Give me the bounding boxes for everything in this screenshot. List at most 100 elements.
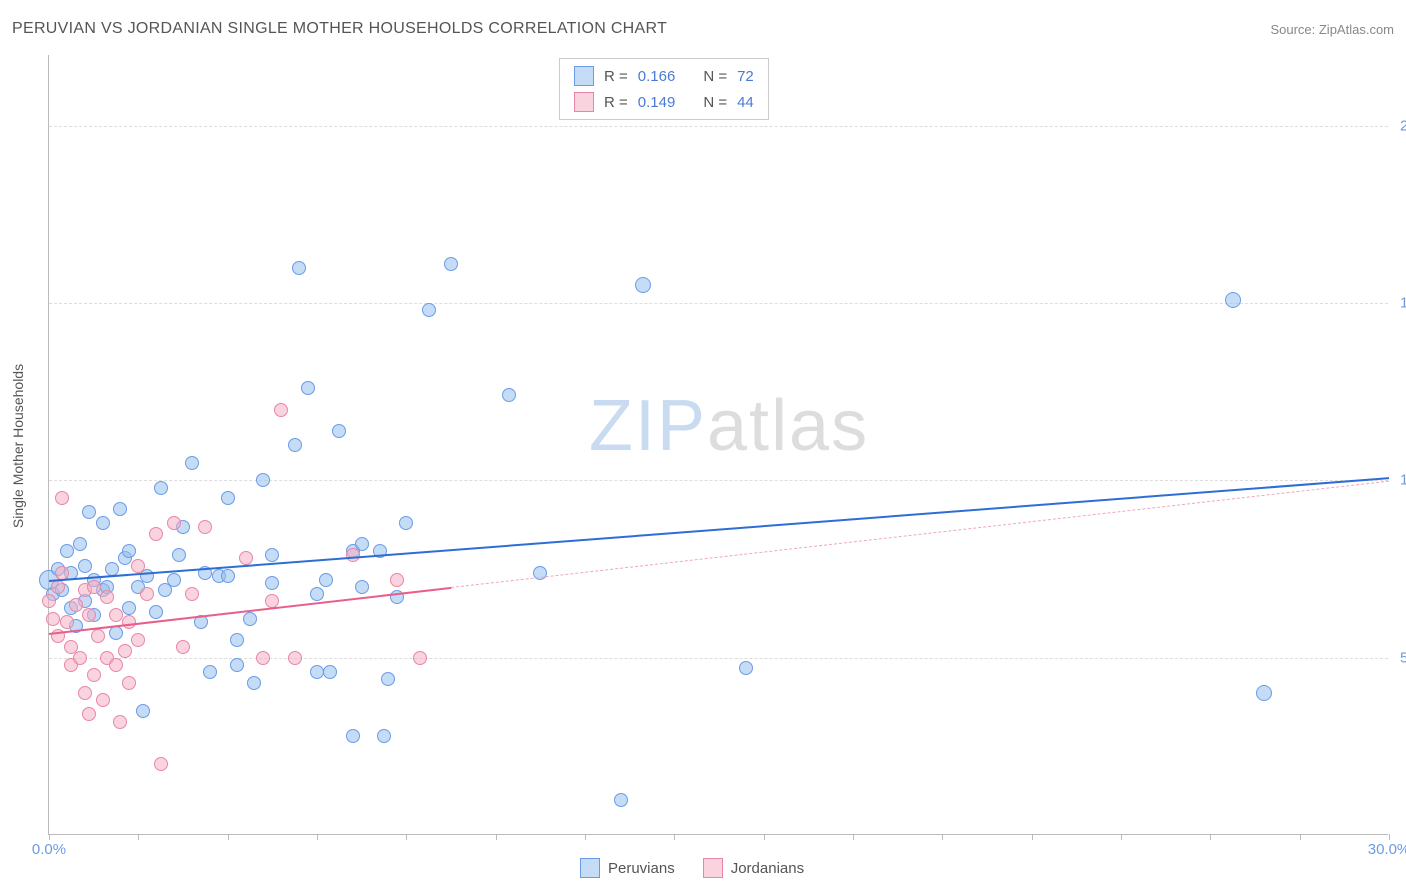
scatter-point [288, 651, 302, 665]
legend-row: R =0.166N =72 [560, 63, 768, 89]
scatter-point [310, 665, 324, 679]
watermark-atlas: atlas [707, 386, 869, 466]
legend-swatch [574, 92, 594, 112]
x-tick [942, 834, 943, 840]
scatter-point [332, 424, 346, 438]
y-tick-label: 15.0% [1392, 295, 1406, 312]
scatter-point [122, 676, 136, 690]
x-tick-label: 30.0% [1368, 841, 1406, 858]
legend-label: Jordanians [731, 860, 804, 877]
scatter-point [230, 658, 244, 672]
plot-area: ZIPatlas 5.0%10.0%15.0%20.0%0.0%30.0%R =… [48, 55, 1388, 835]
scatter-point [230, 633, 244, 647]
scatter-point [149, 527, 163, 541]
scatter-point [422, 303, 436, 317]
scatter-point [1225, 292, 1241, 308]
title-bar: PERUVIAN VS JORDANIAN SINGLE MOTHER HOUS… [12, 20, 1394, 38]
legend-R-label: R = [604, 68, 628, 85]
gridline [49, 480, 1388, 481]
legend-item: Jordanians [703, 858, 804, 878]
scatter-point [167, 516, 181, 530]
scatter-point [265, 548, 279, 562]
scatter-point [265, 576, 279, 590]
legend-R-label: R = [604, 94, 628, 111]
scatter-point [82, 505, 96, 519]
scatter-point [377, 729, 391, 743]
scatter-point [346, 729, 360, 743]
legend-item: Peruvians [580, 858, 675, 878]
x-tick [674, 834, 675, 840]
x-tick [1032, 834, 1033, 840]
scatter-point [381, 672, 395, 686]
legend-N-label: N = [703, 94, 727, 111]
legend-R-value: 0.166 [638, 68, 676, 85]
scatter-point [154, 757, 168, 771]
scatter-point [176, 640, 190, 654]
y-axis-label: Single Mother Households [10, 364, 26, 528]
scatter-point [91, 629, 105, 643]
trendline [451, 480, 1389, 587]
scatter-point [256, 651, 270, 665]
legend-bottom: Peruvians Jordanians [580, 858, 804, 878]
scatter-point [82, 608, 96, 622]
scatter-point [154, 481, 168, 495]
scatter-point [739, 661, 753, 675]
scatter-point [390, 573, 404, 587]
scatter-point [42, 594, 56, 608]
scatter-point [292, 261, 306, 275]
scatter-point [274, 403, 288, 417]
scatter-point [288, 438, 302, 452]
x-tick [1121, 834, 1122, 840]
scatter-point [109, 626, 123, 640]
trendline [49, 477, 1389, 582]
scatter-point [100, 590, 114, 604]
scatter-point [118, 644, 132, 658]
y-tick-label: 5.0% [1392, 649, 1406, 666]
scatter-point [301, 381, 315, 395]
legend-swatch [580, 858, 600, 878]
scatter-point [87, 668, 101, 682]
scatter-point [239, 551, 253, 565]
scatter-point [87, 580, 101, 594]
scatter-point [51, 580, 65, 594]
x-tick [1300, 834, 1301, 840]
x-tick [317, 834, 318, 840]
x-tick [49, 834, 50, 840]
scatter-point [73, 651, 87, 665]
scatter-point [247, 676, 261, 690]
scatter-point [55, 566, 69, 580]
scatter-point [122, 601, 136, 615]
scatter-point [96, 693, 110, 707]
source-label: Source: ZipAtlas.com [1270, 22, 1394, 37]
watermark: ZIPatlas [589, 385, 869, 467]
x-tick [228, 834, 229, 840]
x-tick [764, 834, 765, 840]
y-tick-label: 10.0% [1392, 472, 1406, 489]
scatter-point [413, 651, 427, 665]
y-tick-label: 20.0% [1392, 117, 1406, 134]
legend-N-value: 44 [737, 94, 754, 111]
scatter-point [355, 580, 369, 594]
legend-label: Peruvians [608, 860, 675, 877]
scatter-point [221, 569, 235, 583]
x-tick [585, 834, 586, 840]
scatter-point [221, 491, 235, 505]
scatter-point [502, 388, 516, 402]
scatter-point [109, 608, 123, 622]
scatter-point [167, 573, 181, 587]
scatter-point [198, 520, 212, 534]
scatter-point [444, 257, 458, 271]
scatter-point [60, 615, 74, 629]
scatter-point [122, 544, 136, 558]
x-tick [1210, 834, 1211, 840]
scatter-point [46, 612, 60, 626]
watermark-zip: ZIP [589, 386, 707, 466]
scatter-point [78, 686, 92, 700]
scatter-point [109, 658, 123, 672]
gridline [49, 303, 1388, 304]
scatter-point [149, 605, 163, 619]
scatter-point [82, 707, 96, 721]
x-tick [406, 834, 407, 840]
scatter-point [185, 587, 199, 601]
scatter-point [113, 715, 127, 729]
